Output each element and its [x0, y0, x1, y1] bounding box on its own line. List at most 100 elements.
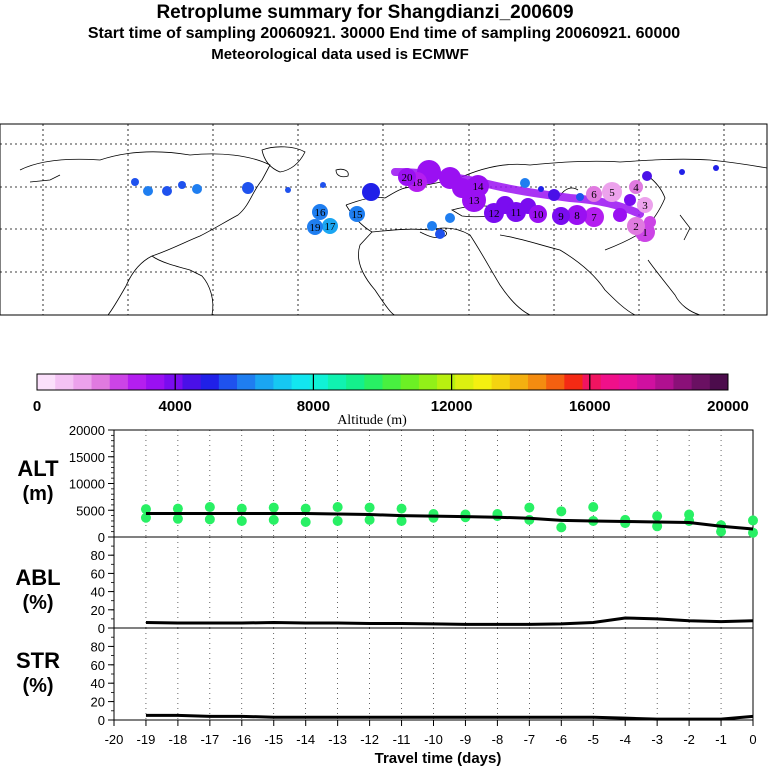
cluster-label: 2 [633, 221, 639, 233]
colorbar-cell [127, 374, 147, 390]
cluster-marker [529, 205, 547, 223]
cluster-label: 18 [412, 177, 424, 189]
colorbar-cell [364, 374, 383, 390]
altitude-point [172, 503, 183, 514]
x-tick-label: -5 [587, 732, 599, 747]
colorbar-tick-label: 0 [33, 398, 41, 415]
alt-panel-label: ALT [17, 456, 59, 481]
x-tick-label: -8 [492, 732, 504, 747]
altitude-point [396, 515, 407, 526]
altitude-point [716, 526, 727, 537]
chart-title: Retroplume summary for Shangdianzi_20060… [156, 2, 574, 23]
colorbar-cell [327, 374, 347, 390]
colorbar-cell [600, 374, 620, 390]
cluster-label: 3 [642, 200, 648, 212]
x-tick-label: -13 [328, 732, 347, 747]
altitude-point [236, 515, 247, 526]
colorbar-title: Altitude (m) [337, 413, 407, 428]
x-tick-label: 0 [749, 732, 756, 747]
altitude-point [332, 502, 343, 513]
cluster-label: 15 [352, 209, 364, 221]
colorbar-cell [455, 374, 474, 390]
colorbar-tick-labels: 0 4000 8000 12000 16000 20000 [33, 374, 749, 415]
x-tick-label: -3 [651, 732, 663, 747]
str-panel-unit: (%) [22, 675, 53, 697]
x-tick-label: -14 [296, 732, 315, 747]
altitude-point [748, 515, 758, 526]
coastlines [19, 146, 768, 316]
x-tick-label: -20 [105, 732, 124, 747]
cluster-label: 4 [633, 182, 639, 194]
cluster-marker [506, 202, 526, 222]
plume-particle [679, 169, 685, 175]
cluster-label: 17 [325, 221, 337, 233]
altitude-point [428, 512, 439, 523]
plume-particle [131, 178, 139, 186]
plume-particle [642, 171, 652, 181]
altitude-point [140, 512, 151, 523]
cluster-label: 19 [310, 222, 322, 234]
cluster-marker [312, 204, 328, 220]
cluster-label: 12 [489, 208, 500, 220]
colorbar-cell [55, 374, 74, 390]
altitude-point [396, 503, 407, 514]
colorbar-cell [655, 374, 674, 390]
colorbar-cell [618, 374, 638, 390]
x-tick-label: -19 [137, 732, 156, 747]
cluster-marker [349, 206, 365, 222]
alt-median-line [145, 511, 754, 531]
colorbar-cell [400, 374, 420, 390]
colorbar-tick-label: 4000 [159, 398, 192, 415]
x-tick-label: -15 [264, 732, 283, 747]
cluster-label: 13 [469, 195, 481, 207]
x-tick-label: -6 [556, 732, 568, 747]
cluster-label: 20 [402, 172, 414, 184]
y-tick-label: 5000 [76, 503, 105, 518]
cluster-label: 11 [511, 207, 522, 219]
altitude-point [364, 502, 375, 513]
plume-particle [285, 187, 291, 193]
colorbar-tick-label: 16000 [569, 398, 611, 415]
plume-particle [143, 186, 153, 196]
plume-particle [445, 213, 455, 223]
met-data-note: Meteorological data used is ECMWF [211, 46, 469, 63]
cluster-marker [627, 217, 645, 235]
cluster-marker [637, 197, 653, 213]
plume-particle [362, 183, 380, 201]
y-tick-label: 20 [91, 603, 105, 618]
x-axis-ticks: -20 -19 -18 -17 -16 -15 -14 -13 -12 -11 -10 -9 -8 -7-… [105, 720, 757, 747]
colorbar-cell [473, 374, 493, 390]
x-axis-label: Travel time (days) [375, 750, 502, 767]
alt-panel-unit: (m) [22, 483, 53, 505]
x-tick-label: -7 [524, 732, 536, 747]
colorbar-cell [637, 374, 656, 390]
colorbar-cell [564, 374, 584, 390]
colorbar-cell [546, 374, 565, 390]
altitude-point [364, 514, 375, 525]
x-tick-label: -1 [715, 732, 727, 747]
altitude-point [556, 506, 567, 517]
plume-particle [178, 181, 186, 189]
cluster-label: 8 [574, 210, 580, 222]
altitude-point [556, 522, 567, 533]
y-tick-label: 0 [98, 713, 105, 728]
y-tick-label: 15000 [69, 450, 105, 465]
colorbar-cell [237, 374, 256, 390]
colorbar-cell [182, 374, 202, 390]
y-tick-label: 80 [91, 548, 105, 563]
altitude-point [652, 521, 663, 532]
altitude-point [204, 502, 215, 513]
str-series-line [145, 713, 754, 721]
cluster-label: 5 [609, 187, 615, 199]
altitude-point [652, 511, 663, 522]
colorbar-tick-label: 20000 [707, 398, 749, 415]
cluster-label: 1 [642, 227, 648, 239]
y-tick-label: 40 [91, 585, 105, 600]
y-tick-label: 60 [91, 566, 105, 581]
plume-particle [320, 182, 326, 188]
cluster-marker [322, 218, 338, 234]
abl-series-line [145, 616, 754, 626]
cluster-label: 9 [558, 211, 564, 223]
plume-particle [520, 178, 530, 188]
